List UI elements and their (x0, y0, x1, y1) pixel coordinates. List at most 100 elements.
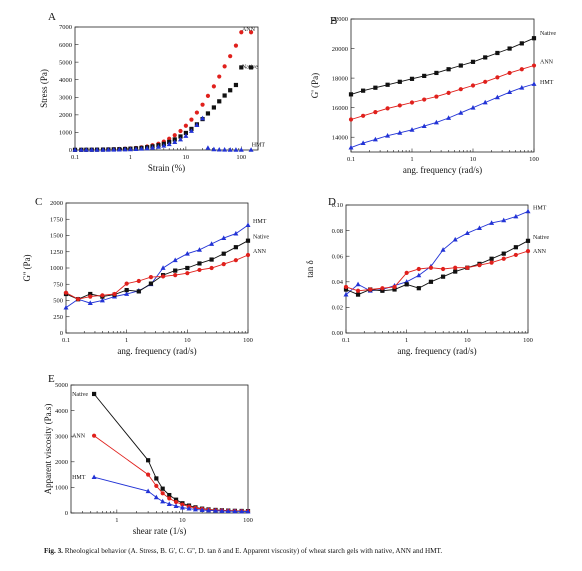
x-tick-label: 100 (243, 517, 253, 524)
data-point (233, 230, 239, 236)
data-point (167, 136, 172, 141)
data-point (531, 63, 537, 68)
data-point (501, 256, 506, 261)
x-axis-label: ang. frequency (rad/s) (397, 346, 476, 356)
series-hmt: HMT (348, 80, 554, 150)
y-tick-label: 0.02 (332, 305, 343, 312)
data-point (87, 300, 93, 305)
data-point (409, 76, 415, 81)
data-point (211, 84, 216, 89)
data-point (122, 146, 128, 152)
data-point (470, 59, 476, 64)
data-point (144, 145, 150, 151)
x-tick-label: 10 (464, 337, 471, 344)
data-point (222, 93, 227, 98)
x-tick-label: 10 (184, 337, 191, 344)
data-point (452, 236, 458, 242)
y-tick-label: 1000 (55, 485, 68, 492)
y-tick-label: 750 (53, 281, 63, 288)
data-point (434, 94, 439, 99)
data-point (343, 291, 349, 297)
data-point (494, 94, 500, 100)
data-point (192, 506, 198, 512)
data-point (227, 147, 233, 152)
y-tick-label: 14000 (332, 134, 348, 141)
data-point (146, 472, 151, 477)
data-point (380, 288, 385, 293)
data-point (91, 433, 97, 438)
data-point (189, 117, 194, 122)
x-tick-label: 100 (236, 154, 246, 161)
data-point (248, 65, 254, 70)
data-point (205, 111, 211, 116)
data-point (238, 147, 244, 152)
x-tick-label: 1 (410, 156, 413, 163)
data-point (233, 43, 239, 48)
y-tick-label: 0.08 (332, 228, 343, 235)
data-point (136, 278, 141, 284)
series-line (345, 250, 529, 292)
data-point (233, 82, 239, 88)
data-point (199, 507, 205, 512)
data-point (482, 99, 488, 105)
data-point (211, 105, 216, 110)
data-point (245, 222, 251, 227)
y-tick-label: 0 (60, 330, 63, 337)
data-point (513, 213, 519, 219)
x-tick-label: 100 (529, 156, 539, 163)
data-point (483, 55, 488, 60)
data-point (133, 146, 139, 151)
data-point (75, 297, 81, 302)
data-point (146, 458, 151, 463)
data-point (470, 104, 476, 110)
data-point (422, 97, 427, 102)
data-point (160, 486, 165, 491)
data-point (200, 102, 205, 107)
data-point (179, 504, 185, 510)
data-point (124, 291, 130, 296)
series-line (350, 65, 535, 120)
x-axis-label: ang. frequency (rad/s) (403, 165, 482, 175)
data-point (124, 288, 129, 293)
data-point (138, 146, 144, 151)
x-tick-label: 0.1 (347, 156, 355, 163)
x-tick-label: 1 (129, 154, 132, 161)
data-point (507, 89, 513, 95)
data-point (72, 147, 78, 152)
data-point (348, 117, 354, 122)
data-point (197, 267, 202, 273)
data-point (404, 282, 409, 287)
data-point (180, 502, 185, 507)
y-axis-label: G' (Pa) (310, 73, 320, 98)
x-tick-label: 0.1 (71, 154, 79, 161)
data-point (483, 79, 488, 84)
data-point (446, 90, 451, 95)
data-point (355, 288, 361, 293)
data-point (225, 508, 231, 514)
series-name: ANN (533, 249, 547, 255)
data-point (397, 79, 402, 84)
data-point (100, 293, 105, 298)
series-native: Native (63, 235, 269, 302)
series-name: ANN (72, 434, 86, 440)
series-name: ANN (540, 60, 554, 66)
series-line (65, 254, 249, 300)
panel-a: A0.1 1 10 10001000200030004000500060007000S… (39, 11, 265, 173)
data-point (519, 85, 525, 90)
data-point (373, 110, 378, 115)
x-tick-label: 1 (125, 337, 128, 344)
data-point (88, 294, 93, 299)
data-point (422, 73, 427, 78)
data-point (154, 483, 159, 488)
panel-b: B 0.1 1 10 100 14000 16000 18000 20000 22000 ang. … (310, 15, 556, 175)
y-tick-label: 250 (53, 314, 63, 321)
y-tick-label: 3000 (55, 433, 68, 440)
data-point (173, 503, 179, 508)
y-tick-label: 5000 (55, 382, 68, 389)
data-point (194, 110, 199, 115)
series-name: HMT (253, 219, 267, 225)
data-point (434, 70, 439, 76)
panel-label: E (48, 373, 55, 385)
series-name: Native (242, 65, 258, 71)
